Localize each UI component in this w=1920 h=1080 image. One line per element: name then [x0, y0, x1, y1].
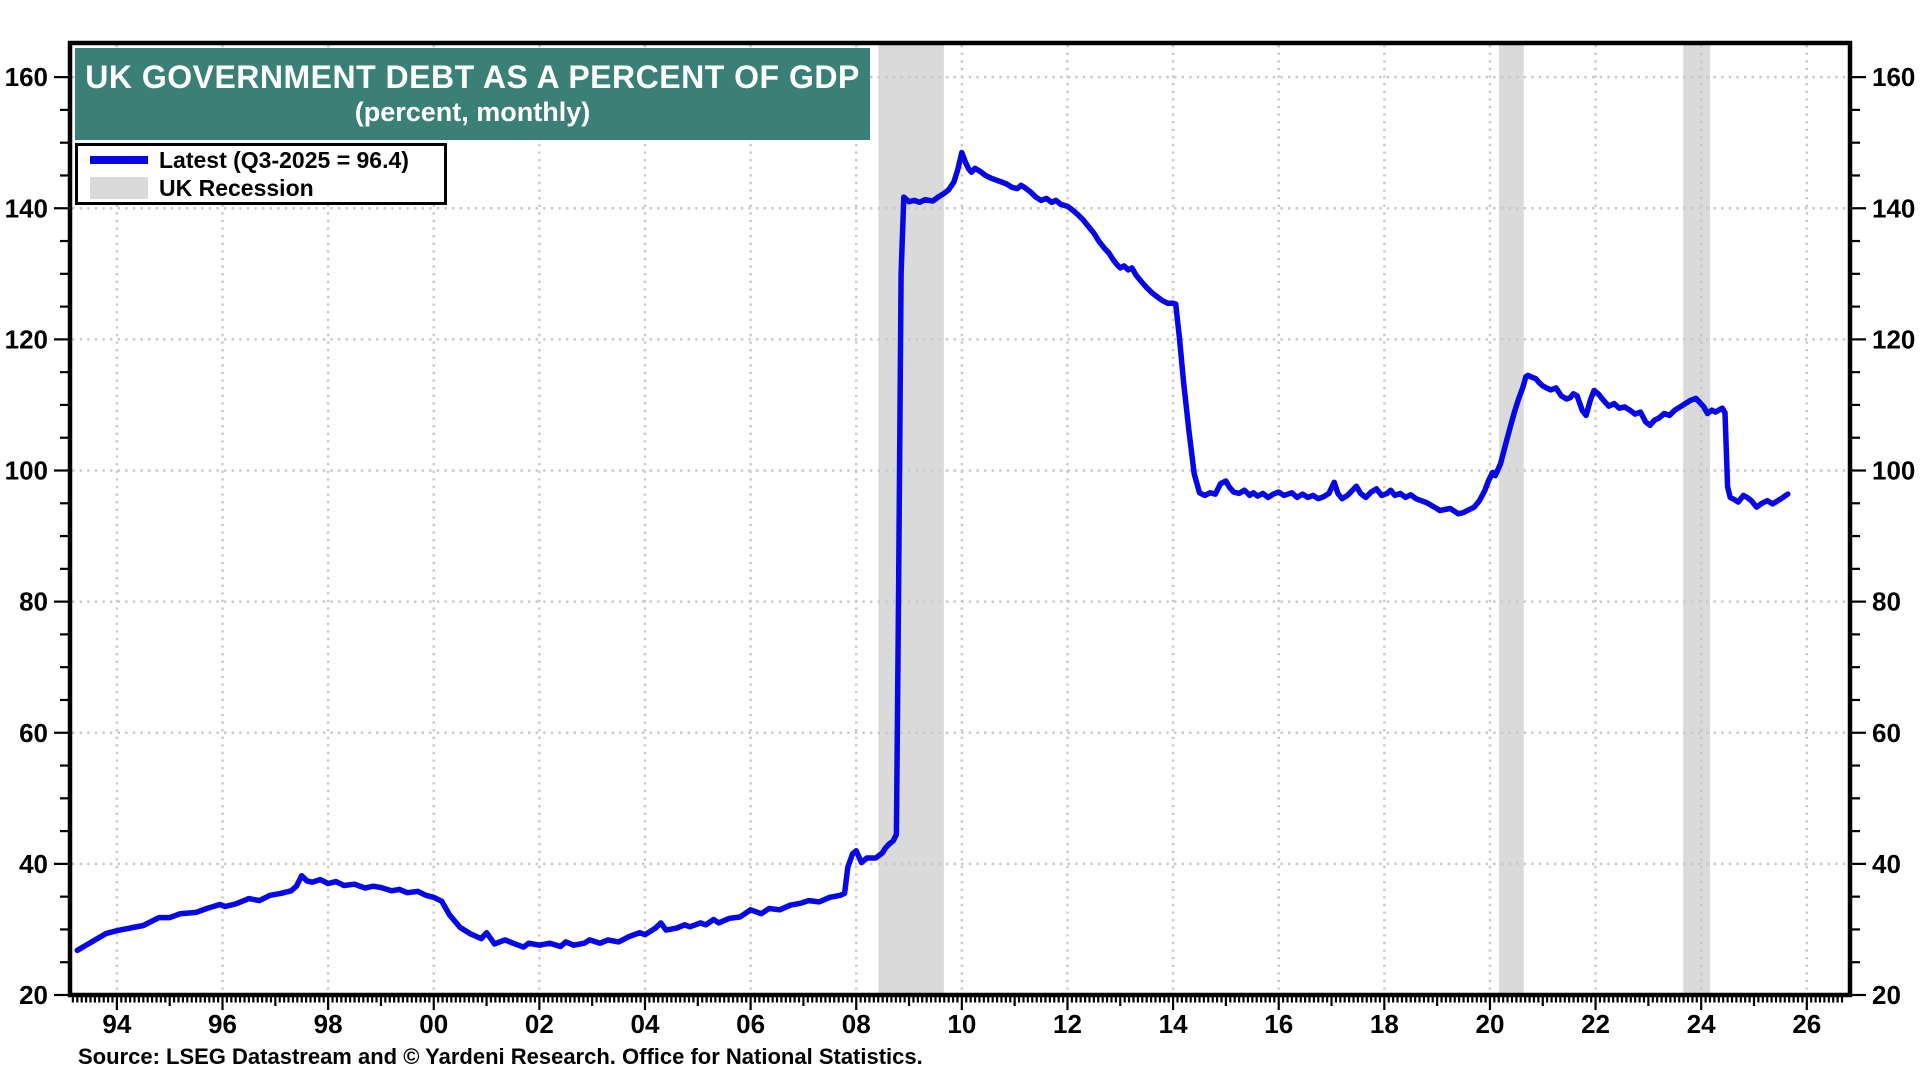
- y-tick-label-right: 160: [1872, 62, 1915, 92]
- y-axis-labels: 20 20 40 40 60 60 80 80 100 100 120 120 140 140 160 160: [5, 62, 1916, 1010]
- recession-band: [1498, 45, 1524, 995]
- axis-ticks: [54, 76, 1866, 1010]
- y-tick-label-left: 160: [5, 62, 48, 92]
- legend-swatch-cell: [90, 156, 148, 164]
- recession-band: [878, 45, 944, 995]
- x-tick-label: 22: [1581, 1009, 1610, 1039]
- x-tick-label: 02: [525, 1009, 554, 1039]
- chart-subtitle: (percent, monthly): [354, 97, 591, 128]
- y-tick-label-left: 60: [19, 718, 48, 748]
- x-tick-label: 00: [419, 1009, 448, 1039]
- x-axis-labels: 94 96 98 00 02 04 06 08 10 12 14 16 18 20 22 24 26: [102, 1009, 1821, 1039]
- x-tick-label: 10: [947, 1009, 976, 1039]
- recession-bands: [878, 45, 1711, 995]
- legend-item-latest: Latest (Q3-2025 = 96.4): [90, 146, 444, 174]
- y-tick-label-right: 80: [1872, 587, 1901, 617]
- x-tick-label: 20: [1475, 1009, 1504, 1039]
- legend-recession-label: UK Recession: [159, 174, 314, 201]
- x-tick-label: 96: [208, 1009, 237, 1039]
- x-tick-label: 98: [314, 1009, 343, 1039]
- legend-item-recession: UK Recession: [90, 174, 444, 202]
- y-tick-label-right: 40: [1872, 849, 1901, 879]
- y-tick-label-right: 20: [1872, 980, 1901, 1010]
- y-tick-label-left: 40: [19, 849, 48, 879]
- y-tick-label-right: 120: [1872, 324, 1915, 354]
- x-tick-label: 04: [631, 1009, 660, 1039]
- x-tick-label: 14: [1159, 1009, 1188, 1039]
- x-tick-label: 12: [1053, 1009, 1082, 1039]
- chart-title-box: UK GOVERNMENT DEBT AS A PERCENT OF GDP (…: [75, 48, 870, 140]
- legend-swatch-cell: [90, 177, 148, 199]
- legend-line-swatch: [90, 156, 148, 164]
- x-tick-label: 08: [842, 1009, 871, 1039]
- y-tick-label-left: 140: [5, 193, 48, 223]
- x-tick-label: 16: [1264, 1009, 1293, 1039]
- x-tick-label: 24: [1687, 1009, 1716, 1039]
- source-note: Source: LSEG Datastream and © Yardeni Re…: [78, 1044, 923, 1069]
- y-tick-label-left: 80: [19, 587, 48, 617]
- y-tick-label-left: 20: [19, 980, 48, 1010]
- y-tick-label-right: 60: [1872, 718, 1901, 748]
- x-tick-label: 26: [1792, 1009, 1821, 1039]
- chart-title: UK GOVERNMENT DEBT AS A PERCENT OF GDP: [85, 59, 860, 96]
- y-tick-label-right: 140: [1872, 193, 1915, 223]
- y-tick-label-left: 100: [5, 456, 48, 486]
- legend-recession-swatch: [90, 177, 148, 199]
- plot-frame: [67, 40, 1853, 998]
- x-tick-label: 18: [1370, 1009, 1399, 1039]
- debt-line-series: [74, 149, 1791, 954]
- recession-band: [1683, 45, 1711, 995]
- x-tick-label: 94: [102, 1009, 131, 1039]
- legend-latest-label: Latest (Q3-2025 = 96.4): [159, 146, 409, 173]
- x-tick-label: 06: [736, 1009, 765, 1039]
- gridlines: [72, 45, 1848, 995]
- y-tick-label-left: 120: [5, 324, 48, 354]
- y-tick-label-right: 100: [1872, 456, 1915, 486]
- legend-box: Latest (Q3-2025 = 96.4) UK Recession: [75, 143, 447, 205]
